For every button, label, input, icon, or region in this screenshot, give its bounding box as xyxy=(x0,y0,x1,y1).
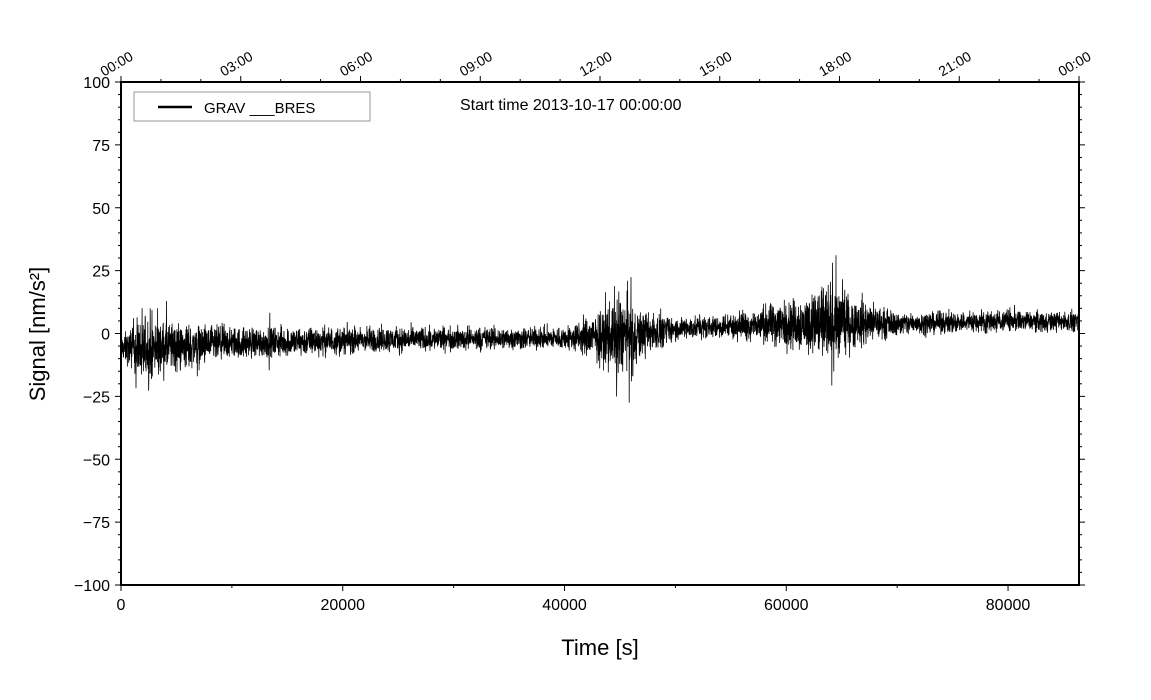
top-axis-label: 06:00 xyxy=(337,48,376,79)
signal-trace xyxy=(120,255,1080,403)
x-tick-label: 40000 xyxy=(542,597,587,614)
x-axis-label: Time [s] xyxy=(561,635,638,660)
y-tick-label: 100 xyxy=(83,75,110,92)
y-tick-label: 50 xyxy=(92,201,110,218)
x-tick-label: 20000 xyxy=(321,597,366,614)
y-axis-label: Signal [nm/s²] xyxy=(25,267,50,402)
y-tick-label: −25 xyxy=(83,389,110,406)
top-axis-label: 09:00 xyxy=(457,48,496,79)
top-axis-label: 03:00 xyxy=(217,48,256,79)
x-tick-labels: 0 20000 40000 60000 80000 xyxy=(117,597,1031,614)
y-tick-label: 0 xyxy=(101,327,110,344)
top-axis-label: 00:00 xyxy=(1055,48,1094,79)
top-axis-label: 12:00 xyxy=(576,48,615,79)
y-tick-label: −50 xyxy=(83,452,110,469)
x-tick-label: 60000 xyxy=(764,597,809,614)
top-axis-label: 21:00 xyxy=(936,48,975,79)
y-tick-label: 75 xyxy=(92,138,110,155)
y-tick-label: 25 xyxy=(92,264,110,281)
signal-line xyxy=(120,255,1080,403)
chart-title: Start time 2013-10-17 00:00:00 xyxy=(460,97,682,114)
x-tick-label: 0 xyxy=(117,597,126,614)
top-axis-labels: 00:00 03:00 06:00 09:00 12:00 15:00 18:00 21:00… xyxy=(97,48,1094,79)
legend-label: GRAV ___BRES xyxy=(204,100,315,117)
legend: GRAV ___BRES xyxy=(133,91,371,122)
top-axis-label: 18:00 xyxy=(816,48,855,79)
y-tick-label: −100 xyxy=(74,578,110,595)
y-tick-label: −75 xyxy=(83,515,110,532)
y-tick-labels: −100 −75 −50 −25 0 25 50 75 100 xyxy=(74,75,110,595)
top-axis-label: 00:00 xyxy=(97,48,136,79)
top-axis-label: 15:00 xyxy=(696,48,735,79)
x-tick-label: 80000 xyxy=(986,597,1031,614)
axis-ticks xyxy=(115,76,1085,591)
